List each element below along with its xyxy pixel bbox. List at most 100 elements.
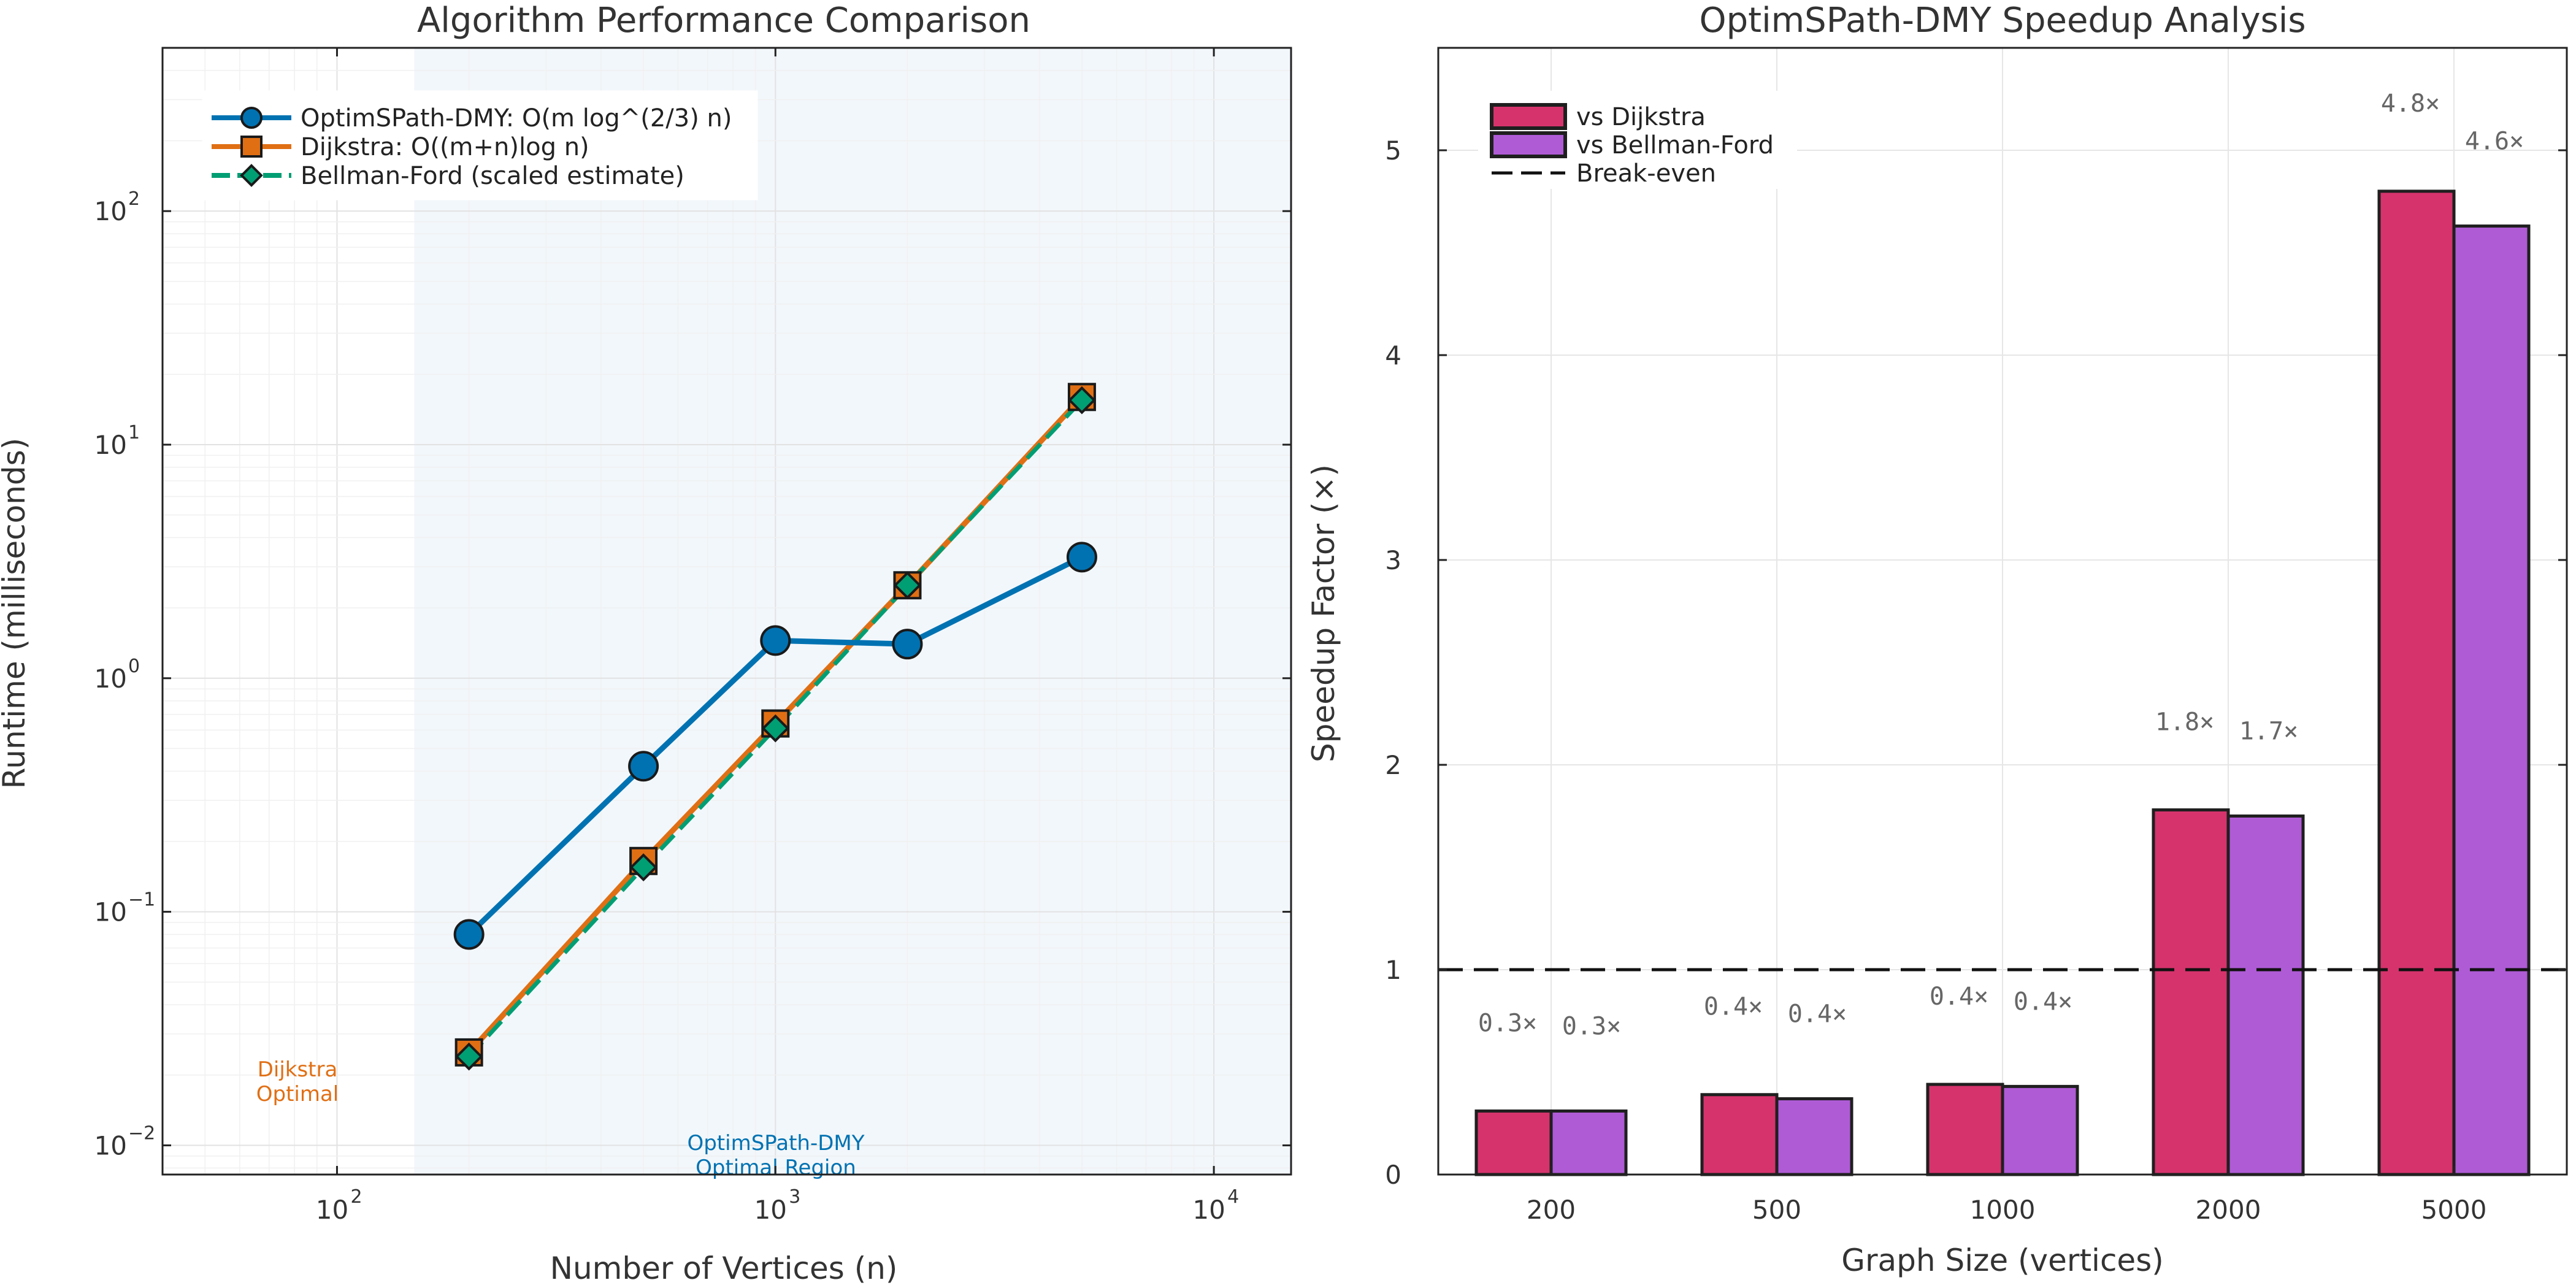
bar-vs-dijkstra-200 <box>1474 1109 1553 1176</box>
y-tick-base: 10 <box>94 897 127 927</box>
dijkstra-optimal-annotation: Optimal <box>256 1082 339 1106</box>
bar-vs-bellman-ford-200 <box>1549 1109 1628 1176</box>
runtime-x-axis-label: Number of Vertices (n) <box>550 1251 898 1286</box>
legend-swatch-0 <box>1490 103 1567 130</box>
y-tick-base: 10 <box>94 664 127 694</box>
legend-swatch-1 <box>1490 131 1567 158</box>
runtime-plot-background <box>163 48 1291 1175</box>
x-tick-exponent: 3 <box>789 1186 800 1208</box>
y-tick-label: 4 <box>1385 340 1401 370</box>
x-tick-label: 2000 <box>2196 1195 2261 1225</box>
x-tick-label: 1000 <box>1970 1195 2036 1225</box>
bar-value-label: 1.8× <box>2155 708 2214 736</box>
y-tick-label: 2 <box>1385 750 1401 780</box>
bar-value-label: 4.6× <box>2465 128 2524 156</box>
bar-value-label: 0.3× <box>1562 1012 1621 1040</box>
data-point-2-4 <box>1068 386 1096 415</box>
legend-marker-1 <box>240 136 263 158</box>
bar-vs-dijkstra-500 <box>1700 1093 1779 1176</box>
legend-label-1: vs Bellman-Ford <box>1576 131 1774 159</box>
bar-value-label: 0.4× <box>1930 983 1988 1011</box>
runtime-series-markers <box>453 383 1097 1071</box>
data-point-0-3 <box>892 629 923 660</box>
bar-vs-dijkstra-5000 <box>2377 190 2456 1176</box>
legend-label-2: Bellman-Ford (scaled estimate) <box>301 162 684 190</box>
legend-label-0: vs Dijkstra <box>1576 103 1706 131</box>
dijkstra-optimal-annotation: Dijkstra <box>258 1057 338 1082</box>
data-point-2-1 <box>629 853 657 881</box>
y-tick-exponent: −2 <box>128 1122 155 1144</box>
y-tick-label: 0 <box>1385 1160 1401 1190</box>
bar-value-label: 0.3× <box>1478 1009 1537 1037</box>
x-tick-label: 10 2 <box>316 1186 362 1225</box>
y-tick-label: 10 2 <box>94 188 140 226</box>
x-tick-exponent: 4 <box>1227 1186 1239 1208</box>
y-tick-base: 10 <box>94 1130 127 1160</box>
speedup-y-axis-label: Speedup Factor (×) <box>1306 464 1341 762</box>
optimspath-optimal-annotation: OptimSPath-DMY <box>687 1131 864 1156</box>
legend-label-1: Dijkstra: O((m+n)log n) <box>301 133 589 161</box>
y-tick-label: 10 1 <box>94 422 140 460</box>
speedup-chart-title: OptimSPath-DMY Speedup Analysis <box>1699 1 2306 40</box>
y-tick-base: 10 <box>94 430 127 460</box>
x-tick-label: 200 <box>1527 1195 1576 1225</box>
speedup-bar-labels: 0.3× 0.3× 0.4× 0.4× 0.4× 0.4× 1.8× 1.7× 4.8× 4.6× <box>1478 90 2524 1041</box>
optimal-region-shading <box>414 48 1291 1175</box>
runtime-tick-labels: 10 2 10 3 10 410 −210 −110 010 110 2 <box>94 188 1240 1225</box>
y-tick-label: 10 0 <box>94 656 140 694</box>
x-tick-label: 500 <box>1752 1195 1801 1225</box>
speedup-tick-labels: 0 1 2 3 4 5 200 500 1000 2000 5000 <box>1385 136 2486 1225</box>
y-tick-label: 5 <box>1385 136 1401 166</box>
bar-value-label: 4.8× <box>2381 90 2440 118</box>
bar-vs-bellman-ford-500 <box>1775 1097 1853 1176</box>
runtime-y-axis-label: Runtime (milliseconds) <box>0 438 32 789</box>
legend-label-break-even: Break-even <box>1576 159 1716 188</box>
bar-vs-bellman-ford-5000 <box>2452 224 2531 1176</box>
bar-value-label: 1.7× <box>2239 718 2298 746</box>
y-tick-exponent: 2 <box>128 188 140 210</box>
legend-marker-0 <box>240 107 263 129</box>
series-line-2 <box>467 399 1084 1059</box>
speedup-bars <box>1474 190 2531 1176</box>
data-point-2-3 <box>893 571 922 600</box>
speedup-axes-frame <box>1437 47 2568 1176</box>
data-point-0-2 <box>760 625 791 656</box>
bar-vs-dijkstra-2000 <box>2152 808 2230 1176</box>
y-tick-label: 10 −2 <box>94 1122 156 1160</box>
y-tick-base: 10 <box>94 196 127 226</box>
runtime-chart-title: Algorithm Performance Comparison <box>417 1 1030 40</box>
runtime-legend: OptimSPath-DMY: O(m log^(2/3) n)Dijkstra… <box>202 90 758 201</box>
y-tick-exponent: −1 <box>128 889 155 911</box>
data-point-2-2 <box>761 714 790 743</box>
data-point-0-0 <box>453 919 485 950</box>
x-tick-exponent: 2 <box>350 1186 362 1208</box>
y-tick-label: 10 −1 <box>94 889 156 927</box>
data-point-0-1 <box>628 751 659 782</box>
legend-box <box>202 90 758 201</box>
y-tick-exponent: 1 <box>128 422 140 443</box>
data-point-0-4 <box>1066 542 1097 573</box>
x-tick-label: 5000 <box>2421 1195 2487 1225</box>
bar-vs-bellman-ford-2000 <box>2226 815 2305 1176</box>
legend-label-0: OptimSPath-DMY: O(m log^(2/3) n) <box>301 104 732 132</box>
axes-border <box>161 47 1292 1176</box>
data-point-2-0 <box>454 1042 483 1071</box>
legend-marker-2 <box>240 164 263 187</box>
runtime-axes-frame <box>161 47 1292 1176</box>
bar-vs-dijkstra-1000 <box>1926 1083 2004 1176</box>
x-tick-label: 10 4 <box>1192 1186 1239 1225</box>
bar-value-label: 0.4× <box>1704 993 1763 1021</box>
bar-vs-bellman-ford-1000 <box>2001 1084 2079 1176</box>
speedup-x-axis-label: Graph Size (vertices) <box>1841 1243 2164 1278</box>
x-tick-base: 10 <box>754 1195 787 1225</box>
x-tick-base: 10 <box>1192 1195 1225 1225</box>
x-tick-base: 10 <box>316 1195 348 1225</box>
bar-value-label: 0.4× <box>2014 987 2072 1016</box>
bar-value-label: 0.4× <box>1788 1000 1847 1028</box>
y-tick-label: 1 <box>1385 955 1401 985</box>
y-tick-exponent: 0 <box>128 656 140 677</box>
